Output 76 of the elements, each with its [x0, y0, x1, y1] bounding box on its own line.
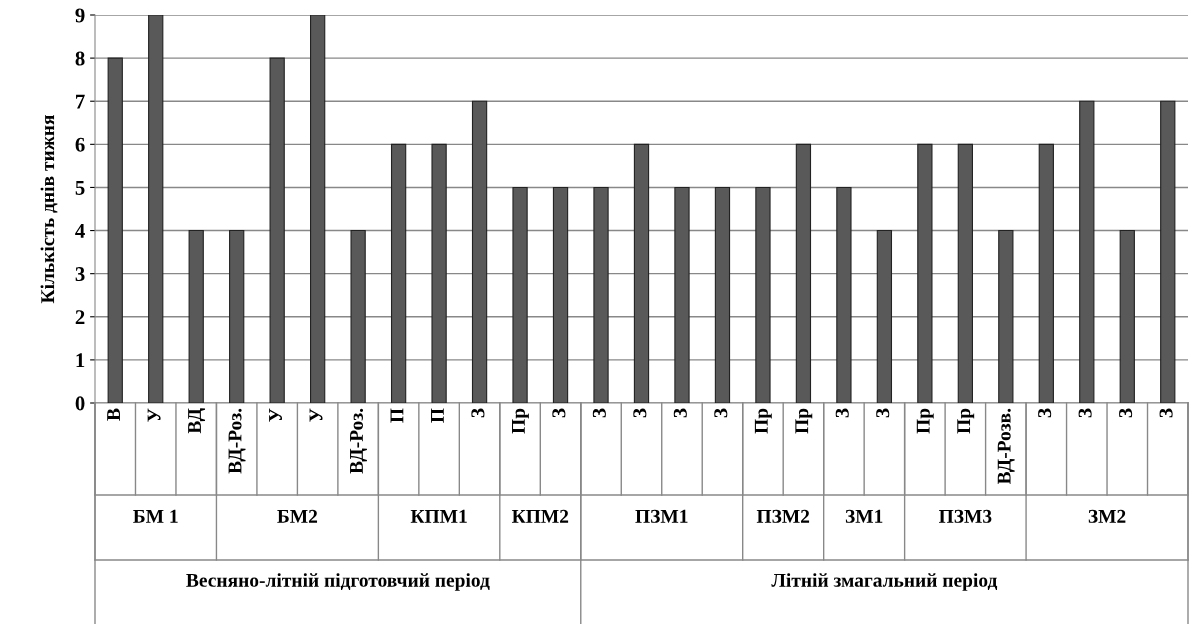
- y-tick-label: 7: [76, 94, 85, 109]
- bar: [188, 230, 204, 403]
- x-tick-label: З: [1159, 408, 1173, 418]
- bar: [269, 57, 285, 403]
- x-tick-label: У: [147, 408, 161, 422]
- bar: [755, 186, 771, 403]
- x-tick-label: Пр: [512, 408, 529, 434]
- y-tick-label: 3: [75, 267, 85, 282]
- y-tick-label: 1: [76, 353, 85, 368]
- bar: [674, 186, 690, 403]
- bar: [836, 186, 852, 403]
- x-tick-label: З: [835, 408, 849, 418]
- x-tick-label: З: [876, 408, 890, 418]
- bar: [431, 143, 447, 403]
- text: ПЗМ1: [635, 509, 688, 523]
- bar: [107, 57, 123, 403]
- x-tick-label: П: [431, 408, 444, 423]
- x-tick-label: ВД: [188, 408, 206, 434]
- bar: [917, 143, 933, 403]
- text: КПМ1: [410, 509, 467, 523]
- bar: [795, 143, 812, 403]
- bar: [552, 186, 569, 403]
- bar: [876, 230, 893, 403]
- text: КПМ2: [511, 509, 569, 523]
- bar: [350, 230, 366, 403]
- x-tick-label: З: [633, 408, 647, 418]
- y-tick-label: 2: [75, 310, 85, 325]
- bar: [310, 15, 326, 403]
- bar: [148, 15, 164, 403]
- text: Весняно-літній підготовчий період: [186, 573, 490, 591]
- text: БМ2: [277, 509, 318, 523]
- text: ЗМ2: [1088, 509, 1126, 523]
- x-tick-label: В: [107, 408, 120, 421]
- text: БМ 1: [133, 509, 178, 523]
- bar: [957, 143, 973, 403]
- x-tick-label: Пр: [795, 408, 813, 434]
- text: ПЗМ3: [939, 509, 992, 523]
- x-tick-label: Пр: [957, 408, 975, 434]
- bar: [1079, 100, 1095, 403]
- bar: [1160, 100, 1176, 403]
- x-tick-label: ВД-Роз.: [350, 408, 367, 474]
- bar: [229, 230, 245, 403]
- y-tick-label: 5: [75, 181, 85, 195]
- x-tick-label: У: [269, 408, 283, 422]
- x-tick-label: З: [471, 408, 485, 418]
- y-axis-title: Кількість днів тижня: [40, 115, 58, 304]
- bar: [1038, 143, 1054, 403]
- x-tick-label: У: [309, 408, 323, 422]
- x-tick-label: ВД-Роз.: [228, 408, 246, 474]
- bar: [714, 186, 731, 403]
- x-tick-label: З: [1038, 408, 1052, 418]
- x-tick-label: З: [592, 408, 606, 418]
- x-tick-label: З: [1119, 408, 1133, 418]
- x-tick-label: Пр: [916, 408, 934, 434]
- text: Літній змагальний період: [771, 573, 998, 591]
- x-tick-label: З: [673, 408, 687, 418]
- y-tick-label: 6: [75, 137, 85, 152]
- x-tick-label: ВД-Розв.: [997, 408, 1015, 485]
- text: ПЗМ2: [756, 509, 810, 523]
- x-tick-label: П: [390, 408, 404, 423]
- x-tick-label: З: [1078, 408, 1092, 418]
- bar: [471, 100, 488, 403]
- x-tick-label: Пр: [754, 408, 772, 434]
- y-tick-label: 0: [75, 396, 85, 411]
- bar: [998, 230, 1014, 403]
- bar: [633, 143, 650, 403]
- bar: [593, 186, 609, 403]
- y-tick-label: 4: [75, 224, 85, 238]
- bar: [1119, 230, 1135, 403]
- bar: [390, 143, 407, 403]
- y-tick-label: 8: [75, 51, 85, 66]
- text: ЗМ1: [845, 509, 883, 523]
- x-tick-label: З: [714, 408, 728, 418]
- y-tick-label: 9: [75, 8, 85, 23]
- x-tick-label: З: [552, 408, 566, 418]
- bar: [512, 186, 528, 403]
